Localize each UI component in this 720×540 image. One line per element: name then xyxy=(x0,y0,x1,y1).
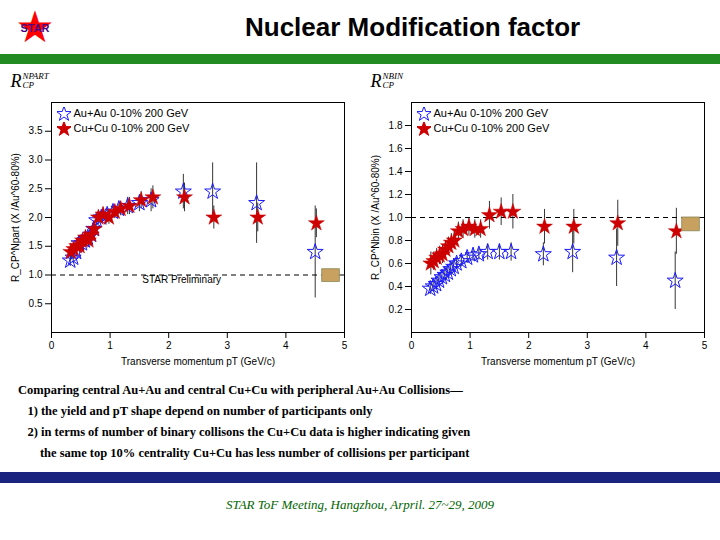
svg-text:R_CP^Nbin (X /Au^60-80%): R_CP^Nbin (X /Au^60-80%) xyxy=(369,155,380,280)
html-text:Comparing central Au+Au and ce: Comparing central Au+Au and central Cu+C… xyxy=(18,383,463,397)
svg-text:2.5: 2.5 xyxy=(28,183,42,194)
html-text:2) in terms of number of binar: 2) in terms of number of binary collison… xyxy=(18,425,471,439)
html-text:Au+Au 0-10% 200 GeV: Au+Au 0-10% 200 GeV xyxy=(433,107,549,119)
svg-text:STAR Preliminary: STAR Preliminary xyxy=(142,274,221,285)
html-text:NPART: NPART xyxy=(22,71,49,81)
svg-text:1.0: 1.0 xyxy=(28,269,42,280)
svg-text:0: 0 xyxy=(48,340,54,351)
svg-text:0: 0 xyxy=(408,340,414,351)
svg-text:1: 1 xyxy=(107,340,113,351)
html-text:Cu+Cu 0-10% 200 GeV: Cu+Cu 0-10% 200 GeV xyxy=(433,122,550,134)
svg-text:3: 3 xyxy=(224,340,230,351)
html-text:STAR ToF Meeting, Hangzhou, Ar: STAR ToF Meeting, Hangzhou, Arpril. 27~2… xyxy=(225,497,495,512)
svg-text:1: 1 xyxy=(467,340,473,351)
html-text:Au+Au 0-10% 200 GeV: Au+Au 0-10% 200 GeV xyxy=(73,107,189,119)
html-text:R: R xyxy=(10,70,22,91)
html-text:Nuclear Modification factor: Nuclear Modification factor xyxy=(245,12,581,42)
svg-text:0.5: 0.5 xyxy=(28,298,42,309)
svg-text:2: 2 xyxy=(165,340,171,351)
html-text:CP: CP xyxy=(22,80,34,90)
html-text:the same top 10% centrality Cu: the same top 10% centrality Cu+Cu has le… xyxy=(18,446,470,460)
html-text:R: R xyxy=(370,70,382,91)
html-text:NBIN: NBIN xyxy=(382,71,403,81)
svg-text:R_CP^Npart (X /Au^60-80%): R_CP^Npart (X /Au^60-80%) xyxy=(9,153,20,282)
svg-text:0.8: 0.8 xyxy=(388,235,402,246)
html-text:1) the yield and pT shape depe: 1) the yield and pT shape depend on numb… xyxy=(18,404,373,418)
svg-text:1.6: 1.6 xyxy=(388,143,402,154)
html-text:Cu+Cu 0-10% 200 GeV: Cu+Cu 0-10% 200 GeV xyxy=(73,122,190,134)
svg-text:1.4: 1.4 xyxy=(388,166,402,177)
html-text:CP: CP xyxy=(382,80,394,90)
svg-text:0.2: 0.2 xyxy=(388,304,402,315)
svg-text:4: 4 xyxy=(643,340,649,351)
svg-text:5: 5 xyxy=(701,340,707,351)
svg-text:5: 5 xyxy=(341,340,347,351)
svg-text:3.0: 3.0 xyxy=(28,154,42,165)
svg-text:3: 3 xyxy=(584,340,590,351)
svg-text:Transverse momentum pT (GeV/c): Transverse momentum pT (GeV/c) xyxy=(121,356,275,367)
svg-text:2: 2 xyxy=(525,340,531,351)
svg-text:3.5: 3.5 xyxy=(28,125,42,136)
svg-text:1.0: 1.0 xyxy=(388,212,402,223)
html-text:STAR: STAR xyxy=(20,22,50,34)
svg-text:1.5: 1.5 xyxy=(28,240,42,251)
svg-text:4: 4 xyxy=(283,340,289,351)
svg-text:Transverse momentum pT (GeV/c): Transverse momentum pT (GeV/c) xyxy=(481,356,635,367)
svg-text:0.6: 0.6 xyxy=(388,258,402,269)
svg-text:1.8: 1.8 xyxy=(388,120,402,131)
svg-text:1.2: 1.2 xyxy=(388,189,402,200)
svg-text:0.4: 0.4 xyxy=(388,281,402,292)
svg-text:2.0: 2.0 xyxy=(28,212,42,223)
